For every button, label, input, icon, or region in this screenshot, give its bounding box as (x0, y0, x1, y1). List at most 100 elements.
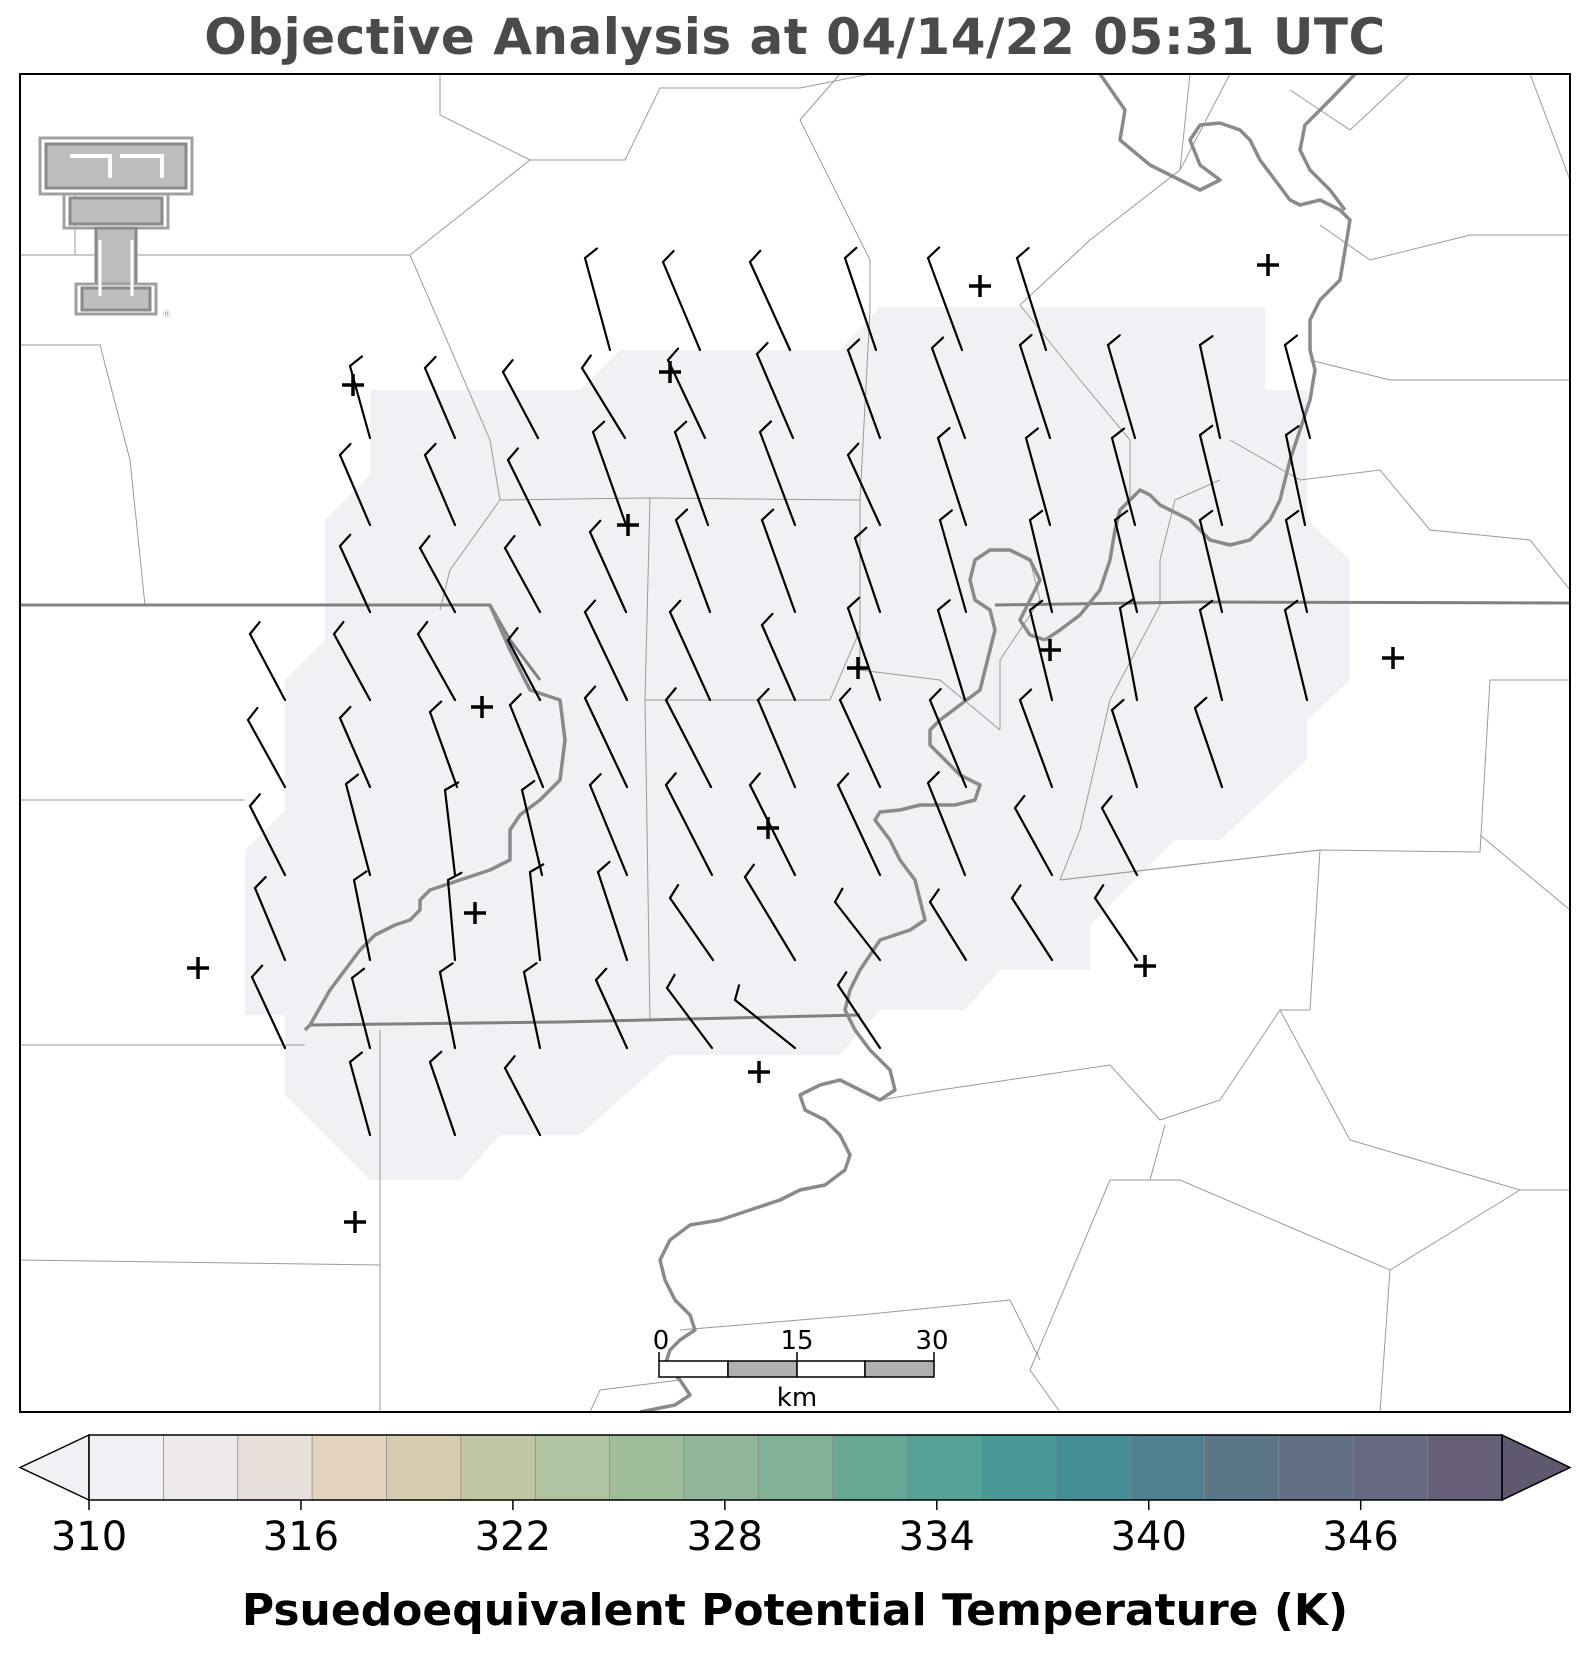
wind-barb (580, 354, 627, 440)
station-marker (1134, 955, 1156, 977)
wind-barb (846, 338, 882, 440)
scale-bar: 0 15 30 km (653, 1326, 949, 1412)
station-marker (617, 514, 639, 536)
county-boundaries (20, 74, 1570, 1412)
wind-barb (583, 599, 629, 702)
scale-label-15: 15 (780, 1326, 813, 1356)
colorbar-segment (237, 1435, 313, 1500)
map-frame (19, 73, 1571, 1413)
colorbar-segment (758, 1435, 834, 1500)
wind-barb (838, 687, 882, 789)
wind-barb (428, 700, 459, 789)
wind-barb (250, 964, 287, 1050)
wind-barb (501, 359, 540, 440)
colorbar-segment (535, 1435, 611, 1500)
wind-barb (583, 685, 629, 789)
colorbar-extend-high (1501, 1433, 1572, 1502)
wind-barb (1110, 427, 1137, 527)
station-marker (342, 374, 364, 396)
wind-barb (760, 508, 797, 614)
wind-barb (1198, 509, 1224, 614)
colorbar-tick-label: 322 (475, 1514, 551, 1560)
wind-barb (344, 773, 372, 877)
wind-barb (438, 962, 457, 1050)
station-marker (748, 1061, 770, 1083)
wind-barb (423, 355, 457, 440)
station-marker (471, 696, 493, 718)
wind-barb (338, 705, 372, 789)
station-marker (1382, 647, 1404, 669)
wind-barb (1284, 509, 1309, 614)
scale-label-0: 0 (653, 1326, 670, 1356)
wind-barb (596, 860, 629, 962)
wind-barb (733, 984, 797, 1050)
wind-barb (1198, 599, 1224, 702)
map-panel: ® 0 15 30 km (20, 74, 1570, 1412)
wind-barb (936, 426, 968, 527)
colorbar-tick-label: 328 (687, 1514, 763, 1560)
colorbar-segment (832, 1435, 908, 1500)
colorbar-segment (163, 1435, 239, 1500)
colorbar-segment (312, 1435, 387, 1500)
wind-barb (443, 781, 460, 877)
wind-barb (1013, 794, 1054, 877)
colorbar-segment (89, 1435, 164, 1500)
wind-barb (748, 772, 797, 877)
wind-barb (928, 888, 968, 962)
colorbar-segment (460, 1435, 536, 1500)
wind-barb (503, 534, 542, 614)
colorbar-tick-label: 334 (899, 1514, 975, 1560)
wind-barb (674, 508, 712, 614)
station-marker (847, 657, 869, 679)
map-title: Objective Analysis at 04/14/22 05:31 UTC (204, 8, 1386, 66)
theta-e-shaded-region (245, 307, 1350, 1180)
wind-barb (503, 1055, 542, 1137)
wind-barb (248, 793, 287, 877)
wind-barb (938, 509, 968, 614)
wind-barb (1093, 884, 1139, 962)
wind-barb (668, 599, 712, 702)
wind-barb (352, 870, 372, 962)
wind-barb (588, 519, 628, 614)
wind-barb (1010, 884, 1054, 962)
colorbar-segment (609, 1435, 685, 1500)
wind-barb (1100, 795, 1139, 877)
wind-barb (332, 620, 372, 702)
wind-barb (348, 355, 372, 440)
wind-barb (760, 612, 797, 702)
wind-barb (253, 875, 287, 962)
wind-barb (348, 1051, 372, 1137)
wind-barb (1018, 333, 1052, 440)
wind-barb (1193, 696, 1224, 789)
wind-barb (1024, 427, 1052, 527)
wind-barb (1198, 424, 1224, 527)
wind-barb (1028, 509, 1054, 614)
colorbar-tick-label: 316 (263, 1514, 339, 1560)
wind-barb (522, 962, 542, 1050)
wind-barb (1284, 425, 1307, 527)
colorbar-segment (386, 1435, 462, 1500)
wind-barb (664, 687, 713, 789)
station-marker (1257, 254, 1279, 276)
colorbar-outline (88, 1434, 1503, 1501)
wind-barb (583, 247, 612, 352)
colorbar-tick-label: 310 (51, 1514, 127, 1560)
station-marker (969, 275, 991, 297)
wind-barb (528, 863, 545, 962)
wind-barb (1283, 334, 1312, 440)
colorbar-tick-label: 340 (1111, 1514, 1187, 1560)
colorbar-tick-label: 346 (1323, 1514, 1399, 1560)
colorbar-segment (1427, 1435, 1503, 1500)
colorbar-segment (907, 1435, 982, 1500)
wind-barb (836, 971, 882, 1050)
wind-barb (1113, 509, 1139, 614)
station-marker (464, 902, 486, 924)
station-marker (344, 1211, 366, 1233)
wind-barb (423, 442, 457, 527)
wind-barb (506, 447, 542, 527)
station-marker (1039, 639, 1061, 661)
wind-barb (428, 1050, 457, 1137)
wind-barb (1283, 599, 1309, 702)
wind-barb (748, 249, 792, 352)
wind-barb (416, 620, 457, 702)
